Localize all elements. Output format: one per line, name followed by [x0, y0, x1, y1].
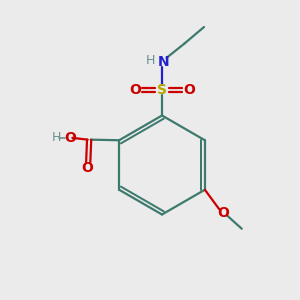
Text: H: H	[52, 131, 62, 144]
Text: O: O	[183, 83, 195, 97]
Text: S: S	[157, 83, 167, 97]
Text: O: O	[217, 206, 229, 220]
Text: N: N	[158, 55, 169, 68]
Text: O: O	[82, 161, 94, 176]
Text: O: O	[129, 83, 141, 97]
Text: H: H	[146, 54, 155, 68]
Text: O: O	[64, 131, 76, 145]
